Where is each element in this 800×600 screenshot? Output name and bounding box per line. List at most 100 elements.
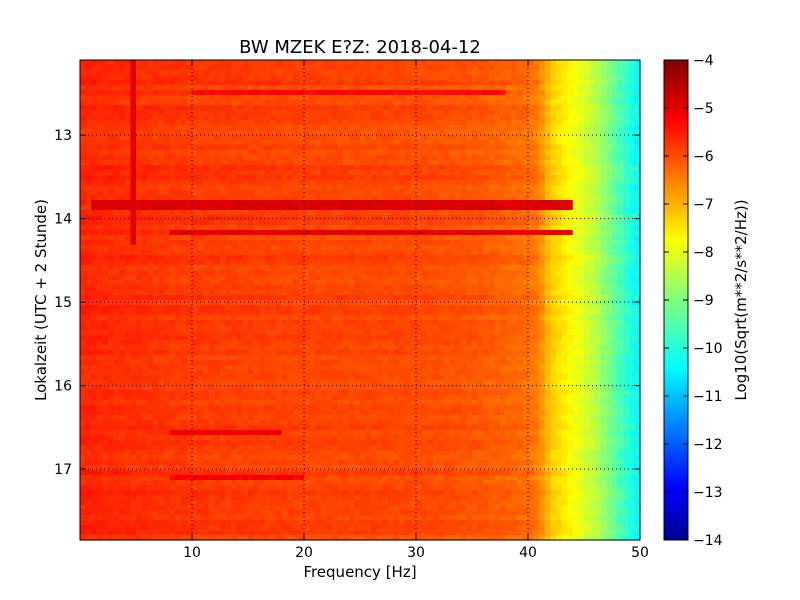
heatmap-cell <box>169 80 176 86</box>
heatmap-cell <box>108 175 115 181</box>
heatmap-cell <box>124 290 131 296</box>
heatmap-cell <box>208 190 215 196</box>
heatmap-cell <box>365 250 372 256</box>
heatmap-cell <box>371 70 378 76</box>
heatmap-cell <box>612 200 619 206</box>
heatmap-cell <box>612 300 619 306</box>
heatmap-cell <box>483 100 490 106</box>
heatmap-cell <box>259 100 266 106</box>
heatmap-cell <box>522 220 529 226</box>
heatmap-cell <box>634 140 641 146</box>
heatmap-cell <box>376 165 383 171</box>
heatmap-cell <box>332 165 339 171</box>
heatmap-cell <box>572 145 579 151</box>
heatmap-cell <box>96 295 103 301</box>
heatmap-cell <box>567 170 574 176</box>
heatmap-cell <box>494 190 501 196</box>
heatmap-cell <box>315 205 322 211</box>
heatmap-cell <box>399 295 406 301</box>
heatmap-cell <box>376 85 383 91</box>
heatmap-cell <box>578 195 585 201</box>
heatmap-cell <box>326 230 333 236</box>
heatmap-cell <box>130 170 137 176</box>
heatmap-cell <box>516 100 523 106</box>
heatmap-cell <box>600 95 607 101</box>
heatmap-cell <box>242 180 249 186</box>
heatmap-cell <box>287 165 294 171</box>
heatmap-cell <box>376 110 383 116</box>
heatmap-cell <box>488 115 495 121</box>
heatmap-cell <box>197 125 204 131</box>
heatmap-cell <box>231 225 238 231</box>
heatmap-cell <box>203 255 210 261</box>
heatmap-cell <box>136 65 143 71</box>
heatmap-cell <box>108 275 115 281</box>
heatmap-cell <box>511 165 518 171</box>
heatmap-cell <box>528 95 535 101</box>
heatmap-cell <box>365 180 372 186</box>
heatmap-cell <box>365 260 372 266</box>
heatmap-cell <box>494 255 501 261</box>
heatmap-cell <box>326 185 333 191</box>
heatmap-cell <box>152 155 159 161</box>
heatmap-cell <box>292 245 299 251</box>
heatmap-cell <box>281 240 288 246</box>
heatmap-cell <box>175 215 182 221</box>
heatmap-cell <box>203 295 210 301</box>
heatmap-cell <box>208 70 215 76</box>
heatmap-cell <box>399 135 406 141</box>
heatmap-cell <box>180 125 187 131</box>
heatmap-cell <box>136 300 143 306</box>
heatmap-cell <box>533 85 540 91</box>
heatmap-cell <box>550 70 557 76</box>
heatmap-cell <box>460 210 467 216</box>
heatmap-cell <box>449 130 456 136</box>
heatmap-cell <box>248 265 255 271</box>
heatmap-cell <box>242 300 249 306</box>
heatmap-cell <box>556 205 563 211</box>
heatmap-cell <box>416 250 423 256</box>
heatmap-cell <box>561 95 568 101</box>
heatmap-cell <box>136 115 143 121</box>
heatmap-cell <box>516 65 523 71</box>
heatmap-cell <box>410 110 417 116</box>
heatmap-cell <box>628 110 635 116</box>
heatmap-cell <box>550 220 557 226</box>
heatmap-cell <box>421 85 428 91</box>
heatmap-cell <box>623 135 630 141</box>
heatmap-cell <box>427 290 434 296</box>
heatmap-cell <box>253 190 260 196</box>
heatmap-cell <box>309 130 316 136</box>
heatmap-cell <box>421 95 428 101</box>
heatmap-cell <box>337 230 344 236</box>
heatmap-cell <box>225 255 232 261</box>
heatmap-cell <box>494 270 501 276</box>
heatmap-cell <box>175 300 182 306</box>
heatmap-cell <box>595 215 602 221</box>
heatmap-cell <box>354 110 361 116</box>
heatmap-cell <box>136 260 143 266</box>
heatmap-cell <box>298 305 305 311</box>
heatmap-cell <box>533 300 540 306</box>
heatmap-cell <box>444 185 451 191</box>
heatmap-cell <box>337 190 344 196</box>
heatmap-cell <box>80 275 87 281</box>
heatmap-cell <box>500 60 507 66</box>
heatmap-cell <box>382 115 389 121</box>
heatmap-cell <box>164 205 171 211</box>
heatmap-cell <box>298 175 305 181</box>
heatmap-cell <box>578 145 585 151</box>
heatmap-cell <box>376 150 383 156</box>
heatmap-cell <box>511 250 518 256</box>
heatmap-cell <box>332 115 339 121</box>
heatmap-cell <box>382 215 389 221</box>
heatmap-cell <box>572 100 579 106</box>
heatmap-cell <box>348 170 355 176</box>
heatmap-cell <box>393 90 400 96</box>
heatmap-cell <box>595 210 602 216</box>
heatmap-cell <box>544 115 551 121</box>
heatmap-cell <box>438 180 445 186</box>
heatmap-cell <box>382 90 389 96</box>
heatmap-cell <box>550 210 557 216</box>
heatmap-cell <box>124 130 131 136</box>
